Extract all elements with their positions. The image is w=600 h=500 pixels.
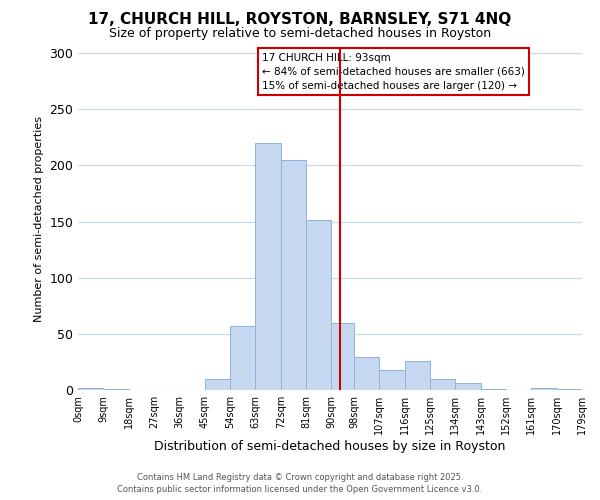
Bar — [379, 370, 404, 390]
Bar — [532, 388, 557, 390]
Bar — [103, 389, 128, 390]
Text: Contains HM Land Registry data © Crown copyright and database right 2025.
Contai: Contains HM Land Registry data © Crown c… — [118, 472, 482, 494]
Bar — [78, 388, 103, 390]
Text: 17 CHURCH HILL: 93sqm
← 84% of semi-detached houses are smaller (663)
15% of sem: 17 CHURCH HILL: 93sqm ← 84% of semi-deta… — [262, 52, 525, 90]
Bar — [230, 326, 256, 390]
Bar — [256, 143, 281, 390]
Y-axis label: Number of semi-detached properties: Number of semi-detached properties — [34, 116, 44, 322]
Bar — [306, 220, 331, 390]
Bar — [404, 361, 430, 390]
Bar — [455, 384, 481, 390]
Bar — [430, 379, 455, 390]
X-axis label: Distribution of semi-detached houses by size in Royston: Distribution of semi-detached houses by … — [154, 440, 506, 453]
Bar — [481, 389, 506, 390]
Bar — [557, 389, 582, 390]
Bar — [354, 358, 379, 390]
Text: Size of property relative to semi-detached houses in Royston: Size of property relative to semi-detach… — [109, 28, 491, 40]
Bar — [205, 379, 230, 390]
Text: 17, CHURCH HILL, ROYSTON, BARNSLEY, S71 4NQ: 17, CHURCH HILL, ROYSTON, BARNSLEY, S71 … — [88, 12, 512, 28]
Bar — [281, 160, 306, 390]
Bar — [331, 322, 354, 390]
